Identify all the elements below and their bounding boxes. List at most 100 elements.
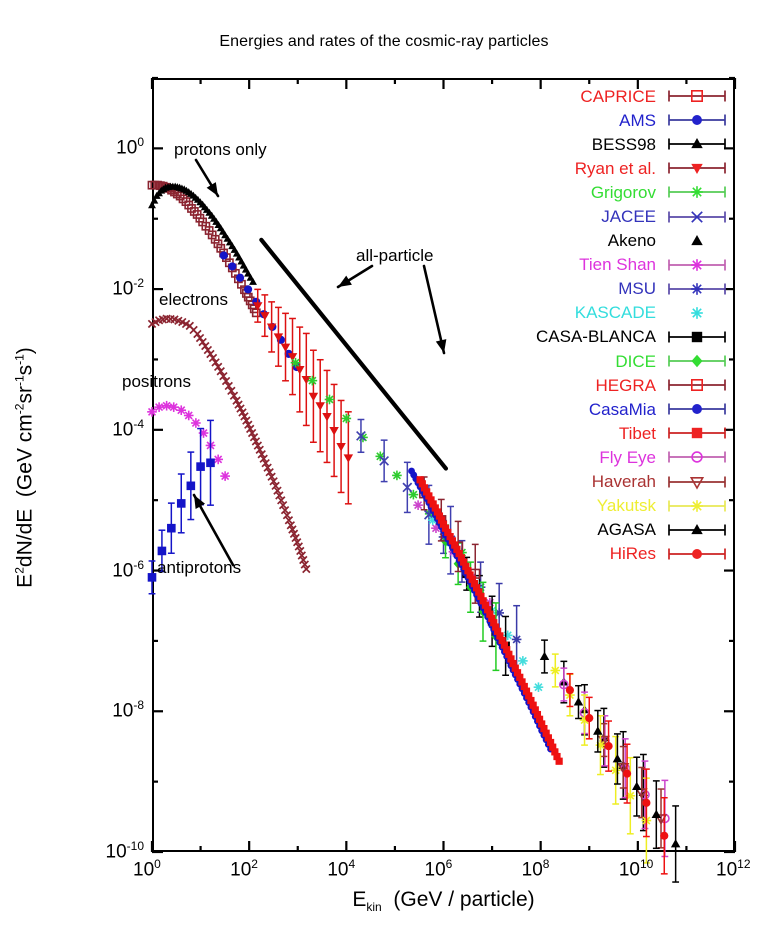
legend-label: CASA-BLANCA [536, 327, 656, 347]
y-tick-label: 10-2 [112, 276, 144, 300]
y-axis-label-text: E2dN/dE (GeV cm-2sr-1s-1) [12, 347, 37, 588]
legend-marker-filled-square-icon [664, 423, 730, 443]
series-agasa [573, 684, 681, 883]
legend-label: CasaMia [588, 399, 656, 419]
annotation-electrons: electrons [159, 290, 228, 309]
legend-marker-asterisk-icon [664, 279, 730, 299]
legend-label: HEGRA [595, 375, 656, 395]
legend-marker-filled-circle-icon [664, 110, 730, 130]
legend-label: AMS [619, 110, 656, 130]
legend-marker-asterisk-icon [664, 182, 730, 202]
y-tick-label: 10-4 [112, 416, 144, 441]
y-tick-label: 10-10 [105, 839, 144, 863]
legend-marker-filled-triangle-up-icon [664, 134, 730, 154]
legend-item[interactable]: HiRes [455, 542, 730, 566]
legend-item[interactable]: Haverah [455, 470, 730, 494]
series-jacee [356, 418, 456, 575]
y-tick-label: 10-6 [112, 557, 144, 581]
legend-marker-open-square-icon [664, 86, 730, 106]
annotation-positrons: positrons [122, 372, 191, 391]
legend-label: Grigorov [590, 182, 656, 202]
all-particle-guide-line [259, 237, 449, 471]
legend-marker-cross-x-icon [664, 207, 730, 227]
legend-label: Akeno [607, 231, 656, 251]
series-ryan-et-al- [252, 288, 354, 505]
x-tick-label: 104 [327, 857, 356, 881]
legend-label: Yakutsk [596, 496, 656, 516]
legend-label: Tibet [618, 423, 656, 443]
legend-marker-asterisk-icon [664, 303, 730, 323]
x-tick-label: 1012 [716, 857, 751, 881]
legend-label: Tien Shan [579, 255, 656, 275]
legend-label: CAPRICE [580, 86, 656, 106]
legend-marker-filled-circle-icon [664, 399, 730, 419]
legend-marker-filled-triangle-up-icon [664, 231, 730, 251]
legend-item[interactable]: AGASA [455, 518, 730, 542]
y-axis-label: E2dN/dE (GeV cm-2sr-1s-1) [13, 158, 38, 778]
legend-item[interactable]: Tien Shan [455, 253, 730, 277]
legend-item[interactable]: KASCADE [455, 301, 730, 325]
legend-label: Ryan et al. [574, 158, 656, 178]
annotation-all-particle: all-particle [356, 246, 434, 265]
y-tick-label: 10-8 [112, 698, 144, 722]
series-electrons [147, 314, 311, 574]
legend-marker-asterisk-icon [664, 496, 730, 516]
legend-label: DICE [615, 351, 656, 371]
x-tick-label: 1010 [618, 857, 654, 881]
legend-item[interactable]: Yakutsk [455, 494, 730, 518]
legend-item[interactable]: BESS98 [455, 132, 730, 156]
legend-marker-filled-triangle-down-icon [664, 158, 730, 178]
series-hires [565, 672, 669, 875]
legend-item[interactable]: AMS [455, 108, 730, 132]
x-tick-label: 106 [424, 857, 453, 881]
axis-ticks [150, 76, 737, 854]
legend-item[interactable]: CasaMia [455, 397, 730, 421]
legend-item[interactable]: Grigorov [455, 180, 730, 204]
x-tick-label: 108 [521, 857, 550, 881]
legend-label: Haverah [591, 472, 656, 492]
legend-label: AGASA [597, 520, 656, 540]
legend-label: HiRes [609, 544, 656, 564]
legend-item[interactable]: HEGRA [455, 373, 730, 397]
data-series-layer [147, 180, 681, 883]
legend-item[interactable]: JACEE [455, 204, 730, 228]
series-bess98 [148, 182, 257, 285]
legend-marker-open-square-icon [664, 375, 730, 395]
annotation-arrows [192, 158, 447, 567]
annotation-antiprotons: antiprotons [157, 558, 242, 577]
legend-label: KASCADE [574, 303, 656, 323]
x-axis-label-main: E [352, 888, 367, 911]
legend-label: MSU [618, 279, 656, 299]
legend-item[interactable]: MSU [455, 277, 730, 301]
x-axis-label-sub: kin [366, 900, 382, 915]
legend-marker-filled-square-icon [664, 327, 730, 347]
legend-item[interactable]: DICE [455, 349, 730, 373]
series-tibet [416, 476, 563, 765]
legend-marker-filled-diamond-icon [664, 351, 730, 371]
legend-marker-open-circle-icon [664, 447, 730, 467]
legend: CAPRICE AMS BESS98 Ryan et al. Grigorov JACEE… [455, 84, 730, 566]
x-axis-label-unit: (GeV / particle) [393, 888, 535, 911]
x-tick-label: 102 [230, 857, 258, 881]
legend-item[interactable]: CASA-BLANCA [455, 325, 730, 349]
legend-item[interactable]: Akeno [455, 229, 730, 253]
legend-label: Fly Eye [599, 447, 656, 467]
series-positrons [147, 400, 230, 481]
legend-marker-filled-circle-icon [664, 544, 730, 564]
series-antiprotons [147, 419, 215, 595]
x-axis-label: Ekin (GeV / particle) [152, 888, 735, 914]
y-tick-label: 100 [116, 135, 144, 159]
legend-item[interactable]: Tibet [455, 421, 730, 445]
legend-label: BESS98 [591, 134, 656, 154]
legend-item[interactable]: CAPRICE [455, 84, 730, 108]
page-title: Energies and rates of the cosmic-ray par… [219, 33, 549, 50]
legend-marker-open-triangle-down-icon [664, 472, 730, 492]
legend-marker-filled-triangle-up-icon [664, 520, 730, 540]
legend-item[interactable]: Ryan et al. [455, 156, 730, 180]
x-tick-label: 100 [133, 857, 161, 881]
legend-marker-asterisk-icon [664, 255, 730, 275]
legend-item[interactable]: Fly Eye [455, 445, 730, 469]
annotation-protons-only: protons only [174, 140, 267, 159]
